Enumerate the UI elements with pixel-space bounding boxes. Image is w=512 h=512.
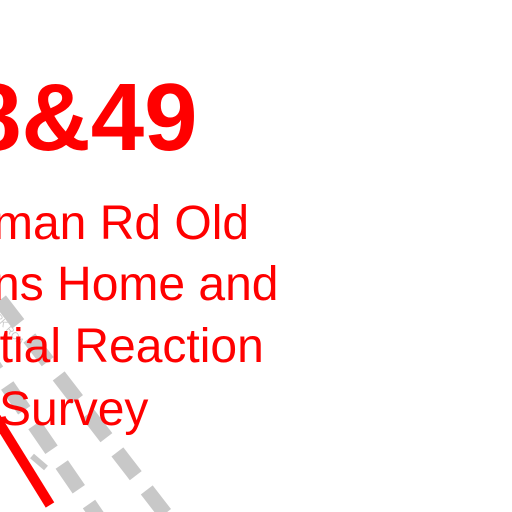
road-dashed-line-inner — [0, 361, 104, 512]
map-subtitle-line-4: Survey — [0, 383, 149, 436]
red-boundary-line — [0, 414, 55, 508]
road-dashed-lines — [0, 295, 174, 512]
map-subtitle-line-1: man Rd Old — [0, 197, 250, 250]
road-small-tick — [30, 453, 48, 471]
map-title-number: 8&49 — [0, 64, 198, 171]
map-subtitle-line-3: itial Reaction — [0, 320, 264, 373]
map-subtitle-line-2: ns Home and — [0, 258, 279, 311]
